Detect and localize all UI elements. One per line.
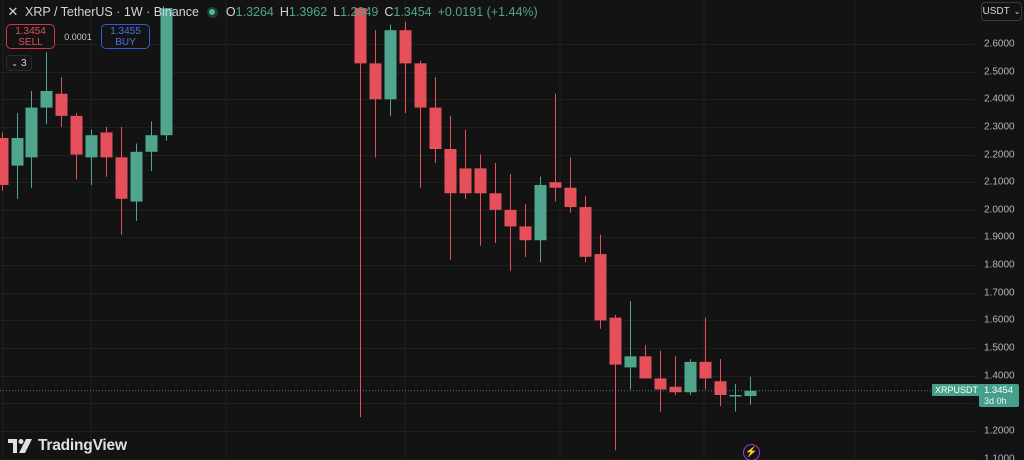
price-axis-label: 2.2000 [984, 149, 1015, 161]
candle-down[interactable] [399, 21, 412, 114]
last-price-value: 1.3454 [984, 385, 1014, 396]
candle-down[interactable] [489, 162, 502, 244]
change-value: +0.0191 (+1.44%) [437, 5, 538, 19]
candle-down[interactable] [369, 30, 382, 158]
candle-down[interactable] [654, 350, 667, 412]
sell-price: 1.3454 [15, 25, 46, 37]
candle-down[interactable] [579, 196, 592, 263]
candle-down[interactable] [639, 345, 652, 379]
currency-selector[interactable]: USDT ⌄ [981, 2, 1022, 21]
candle-up[interactable] [85, 129, 98, 185]
close-label: C [384, 5, 394, 19]
candle-down[interactable] [714, 359, 727, 407]
candle-up[interactable] [729, 383, 742, 412]
candle-up[interactable] [25, 90, 38, 188]
indicator-count: 3 [20, 57, 27, 69]
candle-down[interactable] [100, 126, 113, 177]
price-axis-label: 1.8000 [984, 259, 1015, 271]
candle-up[interactable] [624, 301, 637, 390]
open-value: 1.3264 [235, 5, 274, 19]
candle-down[interactable] [115, 126, 128, 235]
symbol-price-tag: XRPUSDT [932, 384, 982, 396]
open-label: O [225, 5, 236, 19]
last-price-tag: 1.3454 3d 0h [979, 384, 1019, 407]
tradingview-logo[interactable]: TradingView [8, 437, 127, 455]
low-label: L [333, 5, 341, 19]
candle-down[interactable] [609, 314, 622, 451]
buy-button[interactable]: 1.3455 BUY [101, 24, 150, 49]
ohlc-values: O1.3264 H1.3962 L1.2949 C1.3454 +0.0191 … [226, 5, 538, 19]
candle-down[interactable] [564, 157, 577, 213]
spread-value: 0.0001 [64, 31, 92, 42]
price-axis-label: 1.9000 [984, 231, 1015, 243]
symbol-title[interactable]: XRP / TetherUS · 1W · Binance [25, 5, 199, 19]
candle-up[interactable] [11, 113, 24, 199]
x-icon[interactable]: ✕ [7, 4, 19, 19]
candle-down[interactable] [699, 317, 712, 390]
candle-up[interactable] [130, 143, 143, 221]
price-axis-label: 2.1000 [984, 176, 1015, 188]
candle-down[interactable] [0, 132, 9, 191]
market-status-icon[interactable] [206, 6, 218, 18]
candle-down[interactable] [504, 173, 517, 271]
logo-text: TradingView [38, 437, 127, 454]
candle-down[interactable] [70, 113, 83, 180]
price-axis-label: 1.7000 [984, 287, 1015, 299]
high-value: 1.3962 [288, 5, 328, 19]
candle-down[interactable] [444, 115, 457, 260]
candle-down[interactable] [459, 129, 472, 199]
price-axis-label: 1.5000 [984, 342, 1015, 354]
trade-panel: 1.3454 SELL 0.0001 1.3455 BUY [6, 24, 150, 49]
chevron-down-icon: ⌄ [1013, 7, 1021, 16]
indicators-toggle-button[interactable]: ⌄ 3 [6, 55, 32, 71]
price-axis-label: 1.2000 [984, 425, 1015, 437]
candle-down[interactable] [549, 93, 562, 202]
symbol-header: ✕ XRP / TetherUS · 1W · Binance O1.3264 … [6, 3, 538, 21]
price-axis-label: 1.1000 [984, 453, 1015, 460]
price-axis-label: 2.5000 [984, 66, 1015, 78]
candle-up[interactable] [534, 176, 547, 263]
buy-label: BUY [115, 36, 136, 48]
candle-down[interactable] [55, 77, 68, 127]
candle-up[interactable] [160, 8, 173, 141]
price-axis-label: 2.3000 [984, 121, 1015, 133]
price-axis-label: 1.4000 [984, 370, 1015, 382]
currency-label: USDT [982, 6, 1010, 17]
candle-down[interactable] [669, 356, 682, 396]
lightning-icon[interactable]: ⚡ [743, 444, 760, 460]
candle-down[interactable] [414, 60, 427, 188]
candle-down[interactable] [429, 77, 442, 163]
candle-down[interactable] [354, 8, 367, 418]
candle-down[interactable] [519, 204, 532, 257]
high-label: H [279, 5, 289, 19]
bar-countdown: 3d 0h [984, 396, 1007, 406]
low-value: 1.2949 [340, 5, 379, 19]
tradingview-logo-icon [8, 439, 32, 453]
buy-price: 1.3455 [110, 25, 141, 37]
candle-up[interactable] [384, 24, 397, 116]
candle-up[interactable] [40, 52, 53, 125]
chevron-down-icon: ⌄ [11, 58, 18, 68]
close-value: 1.3454 [393, 5, 432, 19]
price-axis-label: 2.6000 [984, 38, 1015, 50]
price-axis-label: 2.0000 [984, 204, 1015, 216]
price-axis-label: 2.4000 [984, 93, 1015, 105]
sell-label: SELL [18, 36, 43, 48]
candle-up[interactable] [145, 121, 158, 172]
sell-button[interactable]: 1.3454 SELL [6, 24, 55, 49]
candle-down[interactable] [594, 234, 607, 329]
candle-up[interactable] [684, 359, 697, 396]
candle-down[interactable] [474, 154, 487, 246]
price-axis-label: 1.6000 [984, 314, 1015, 326]
